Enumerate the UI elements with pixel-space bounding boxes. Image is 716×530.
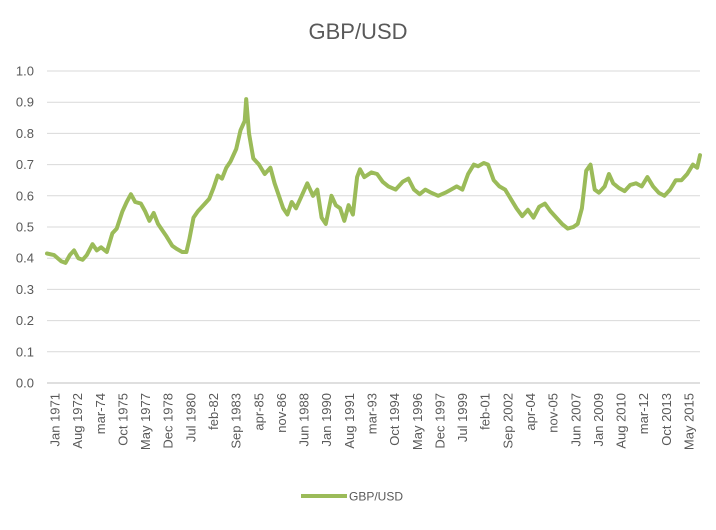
chart-title: GBP/USD: [308, 19, 407, 44]
x-tick-label: nov-05: [546, 393, 561, 433]
y-tick-label: 0.6: [16, 188, 34, 203]
y-tick-label: 0.3: [16, 282, 34, 297]
x-tick-label: feb-01: [478, 393, 493, 430]
x-tick-label: Oct 1994: [387, 393, 402, 446]
x-tick-label: Jan 2009: [591, 393, 606, 447]
y-tick-label: 0.7: [16, 157, 34, 172]
legend: GBP/USD: [301, 490, 403, 504]
x-tick-label: mar-12: [636, 393, 651, 434]
y-tick-label: 0.4: [16, 251, 34, 266]
x-tick-label: Sep 2002: [500, 393, 515, 449]
x-tick-label: Jan 1971: [48, 393, 63, 447]
series-line-gbp-usd: [47, 99, 700, 263]
y-axis-ticks: 0.0 0.1 0.2 0.3 0.4 0.5 0.6 0.7 0.8 0.9 1.0: [16, 64, 34, 391]
x-tick-label: mar-74: [93, 393, 108, 434]
y-tick-label: 0.5: [16, 220, 34, 235]
x-tick-label: Oct 2013: [659, 393, 674, 446]
x-tick-label: nov-86: [274, 393, 289, 433]
x-tick-label: Jun 2007: [568, 393, 583, 447]
x-tick-label: Jul 1980: [183, 393, 198, 442]
y-tick-label: 0.8: [16, 126, 34, 141]
x-tick-label: apr-04: [523, 393, 538, 431]
x-tick-label: Sep 1983: [229, 393, 244, 449]
x-tick-label: Oct 1975: [115, 393, 130, 446]
x-tick-label: Aug 1972: [70, 393, 85, 449]
x-tick-label: May 1977: [138, 393, 153, 450]
legend-label-gbp-usd: GBP/USD: [349, 490, 403, 504]
x-tick-label: feb-82: [206, 393, 221, 430]
x-tick-label: Aug 1991: [342, 393, 357, 449]
x-axis-ticks: Jan 1971 Aug 1972 mar-74 Oct 1975 May 1977 De…: [48, 393, 697, 450]
y-tick-label: 0.2: [16, 313, 34, 328]
gridlines: [47, 71, 700, 383]
x-tick-label: May 1996: [410, 393, 425, 450]
x-tick-label: Jan 1990: [319, 393, 334, 447]
series-gbp-usd: [47, 99, 700, 263]
x-tick-label: Aug 2010: [614, 393, 629, 449]
y-tick-label: 0.1: [16, 344, 34, 359]
y-tick-label: 0.0: [16, 376, 34, 391]
x-tick-label: Dec 1978: [161, 393, 176, 449]
x-tick-label: mar-93: [365, 393, 380, 434]
x-tick-label: Dec 1997: [432, 393, 447, 449]
x-tick-label: Jun 1988: [297, 393, 312, 447]
x-tick-label: Jul 1999: [455, 393, 470, 442]
series-layer: [47, 99, 700, 263]
y-tick-label: 1.0: [16, 64, 34, 79]
x-tick-label: apr-85: [251, 393, 266, 431]
x-tick-label: May 2015: [682, 393, 697, 450]
y-tick-label: 0.9: [16, 95, 34, 110]
